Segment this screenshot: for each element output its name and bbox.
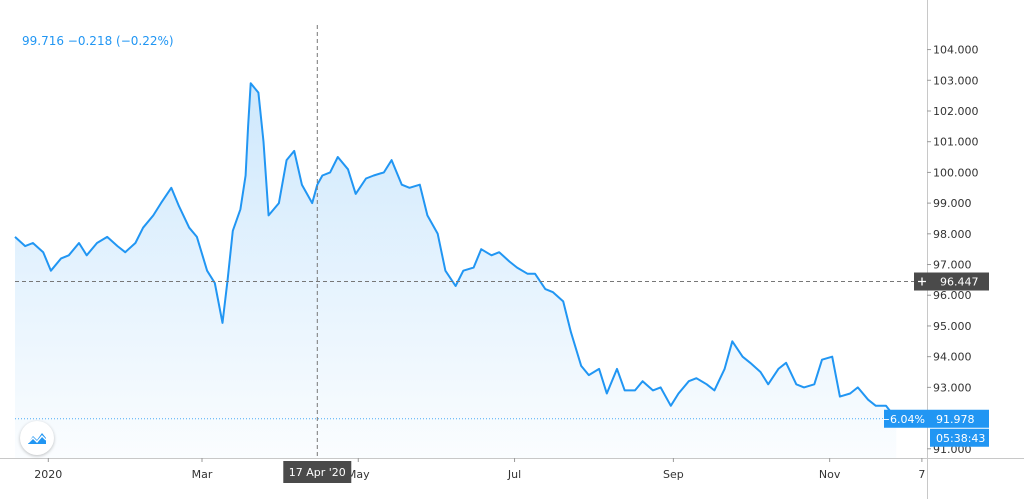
plus-icon[interactable] [918,277,926,286]
countdown-label-bg [930,428,989,447]
series-area-fill [15,83,897,459]
last-price-label-bg [930,409,989,428]
crosshair-date-label-bg [283,461,352,483]
y-tick-label: 93.000 [933,381,972,394]
change-label-bg [884,409,930,428]
crosshair-price-label: 96.447 [940,276,979,289]
x-tick-label: Sep [663,468,684,481]
countdown-label: 05:38:43 [936,432,985,445]
last-price-label: 91.978 [936,413,975,426]
x-tick-label: May [347,468,370,481]
x-tick-label: 7 [918,468,925,481]
y-tick-label: 104.000 [933,44,979,57]
y-tick-label: 100.000 [933,166,979,179]
y-tick-label: 94.000 [933,351,972,364]
y-tick-label: 98.000 [933,228,972,241]
y-tick-label: 96.000 [933,289,972,302]
change-percent-label: −6.04% [881,413,925,426]
x-tick-label: 2020 [34,468,62,481]
crosshair-date-label: 17 Apr '20 [289,466,346,479]
y-tick-label: 103.000 [933,74,979,87]
tradingview-logo-icon[interactable] [20,421,54,455]
x-tick-label: Jul [507,468,521,481]
y-tick-label: 102.000 [933,105,979,118]
y-tick-label: 95.000 [933,320,972,333]
series-line[interactable] [14,82,898,420]
y-tick-label: 99.000 [933,197,972,210]
y-tick-label: 101.000 [933,136,979,149]
crosshair-price-label-bg [930,272,989,291]
legend-price-change: 99.716 −0.218 (−0.22%) [22,34,174,48]
x-tick-label: Nov [819,468,841,481]
y-tick-label: 97.000 [933,259,972,272]
x-tick-label: Mar [192,468,213,481]
